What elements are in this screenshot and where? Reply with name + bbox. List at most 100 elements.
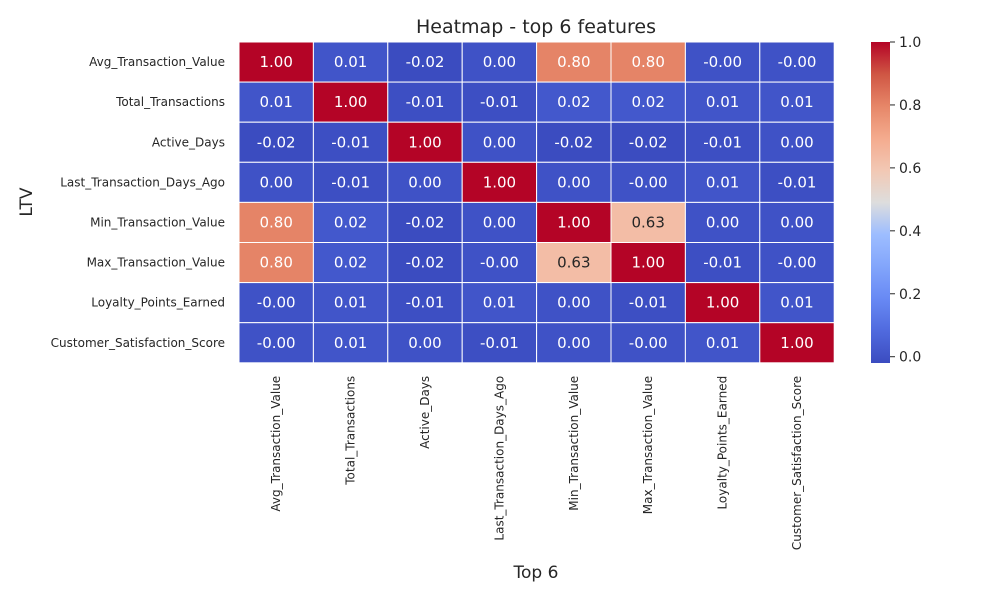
cell-value-label: -0.01 — [331, 173, 370, 191]
cell-value-label: 0.00 — [408, 334, 441, 352]
heatmap-cell — [610, 242, 686, 284]
cell-value-label: 0.00 — [483, 53, 516, 71]
heatmap-cell — [684, 201, 761, 243]
cell-value-label: 1.00 — [557, 213, 590, 231]
heatmap-cell — [312, 121, 389, 163]
row-tick-label: Total_Transactions — [115, 95, 225, 109]
heatmap-cell — [238, 121, 314, 163]
cell-value-label: 0.01 — [334, 53, 367, 71]
heatmap-cell — [536, 201, 612, 243]
cell-value-label: 0.01 — [780, 93, 813, 111]
heatmap-cell — [387, 242, 463, 284]
heatmap-cell — [759, 121, 835, 163]
column-tick-label: Total_Transactions — [344, 376, 358, 486]
colorbar-tick-label: 0.2 — [899, 287, 921, 303]
cell-value-label: -0.00 — [778, 254, 817, 272]
cell-value-label: 1.00 — [483, 173, 516, 191]
row-tick-label: Avg_Transaction_Value — [89, 55, 225, 69]
heatmap-cell — [238, 41, 314, 83]
cell-value-label: -0.01 — [703, 133, 742, 151]
cell-value-label: -0.00 — [257, 294, 296, 312]
cell-value-label: -0.00 — [629, 173, 668, 191]
heatmap-cell — [610, 282, 686, 324]
cell-value-label: -0.00 — [778, 53, 817, 71]
colorbar: 1.0 0.8 0.6 0.4 0.2 0.0 — [871, 35, 921, 366]
heatmap-cell-labels: 1.00 0.01 -0.02 0.00 0.80 0.80 -0.00 -0.00 0.01 1… — [257, 53, 817, 352]
cell-value-label: 0.01 — [483, 294, 516, 312]
cell-value-label: 1.00 — [334, 93, 367, 111]
cell-value-label: 1.00 — [780, 334, 813, 352]
cell-value-label: 0.00 — [706, 213, 739, 231]
cell-value-label: 0.02 — [334, 254, 367, 272]
cell-value-label: 0.00 — [780, 213, 813, 231]
heatmap-cell — [387, 41, 463, 83]
cell-value-label: 0.80 — [259, 213, 292, 231]
heatmap-cell — [684, 161, 761, 203]
cell-value-label: 0.80 — [631, 53, 664, 71]
heatmap-cell — [610, 121, 686, 163]
heatmap-cell — [387, 161, 463, 203]
heatmap-cell — [461, 201, 538, 243]
cell-value-label: -0.00 — [629, 334, 668, 352]
cell-value-label: -0.01 — [778, 173, 817, 191]
heatmap-cell — [312, 81, 389, 123]
cell-value-label: 1.00 — [706, 294, 739, 312]
cell-value-label: -0.00 — [480, 254, 519, 272]
cell-value-label: -0.01 — [406, 294, 445, 312]
colorbar-tick-label: 0.8 — [899, 98, 921, 114]
heatmap-cell — [536, 121, 612, 163]
cell-value-label: -0.02 — [554, 133, 593, 151]
heatmap-cell — [536, 242, 612, 284]
cell-value-label: 0.00 — [780, 133, 813, 151]
cell-value-label: 0.00 — [557, 173, 590, 191]
cell-value-label: -0.02 — [406, 213, 445, 231]
x-axis-label: Top 6 — [513, 563, 559, 583]
cell-value-label: 0.00 — [483, 213, 516, 231]
column-tick-label: Customer_Satisfaction_Score — [790, 376, 804, 550]
cell-value-label: 1.00 — [408, 133, 441, 151]
column-tick-labels: Avg_Transaction_Value Total_Transactions A… — [269, 376, 804, 550]
cell-value-label: 0.01 — [706, 93, 739, 111]
row-tick-label: Max_Transaction_Value — [87, 256, 225, 270]
heatmap-cell — [759, 81, 835, 123]
heatmap-cell — [461, 81, 538, 123]
heatmap-cell — [684, 121, 761, 163]
cell-value-label: 0.02 — [557, 93, 590, 111]
heatmap-cell — [387, 322, 463, 364]
row-tick-label: Last_Transaction_Days_Ago — [60, 175, 225, 189]
heatmap-cell — [759, 41, 835, 83]
cell-value-label: -0.01 — [703, 254, 742, 272]
heatmap-cell — [461, 161, 538, 203]
cell-value-label: 0.00 — [483, 133, 516, 151]
heatmap-cell — [238, 282, 314, 324]
cell-value-label: -0.01 — [480, 334, 519, 352]
cell-value-label: -0.01 — [331, 133, 370, 151]
column-tick-label: Last_Transaction_Days_Ago — [492, 376, 506, 541]
heatmap-cell — [461, 322, 538, 364]
heatmap-cell — [759, 201, 835, 243]
colorbar-tick-label: 1.0 — [899, 35, 921, 51]
heatmap-cell — [387, 282, 463, 324]
cell-value-label: 0.00 — [408, 173, 441, 191]
row-tick-label: Min_Transaction_Value — [90, 215, 225, 229]
cell-value-label: 0.80 — [557, 53, 590, 71]
cell-value-label: 1.00 — [631, 254, 664, 272]
heatmap-cell — [610, 322, 686, 364]
cell-value-label: -0.01 — [406, 93, 445, 111]
y-axis-label: LTV — [17, 187, 37, 217]
column-tick-label: Max_Transaction_Value — [641, 376, 655, 514]
heatmap-cell — [759, 322, 835, 364]
heatmap-cell — [312, 282, 389, 324]
heatmap-cell — [387, 121, 463, 163]
column-tick-label: Min_Transaction_Value — [567, 376, 581, 511]
heatmap-cell — [759, 282, 835, 324]
cell-value-label: 0.00 — [259, 173, 292, 191]
heatmap-cell — [759, 242, 835, 284]
cell-value-label: 0.80 — [259, 254, 292, 272]
heatmap-cell — [684, 282, 761, 324]
heatmap-cell — [684, 242, 761, 284]
heatmap-cell — [238, 322, 314, 364]
heatmap-cell — [610, 41, 686, 83]
cell-value-label: -0.00 — [703, 53, 742, 71]
